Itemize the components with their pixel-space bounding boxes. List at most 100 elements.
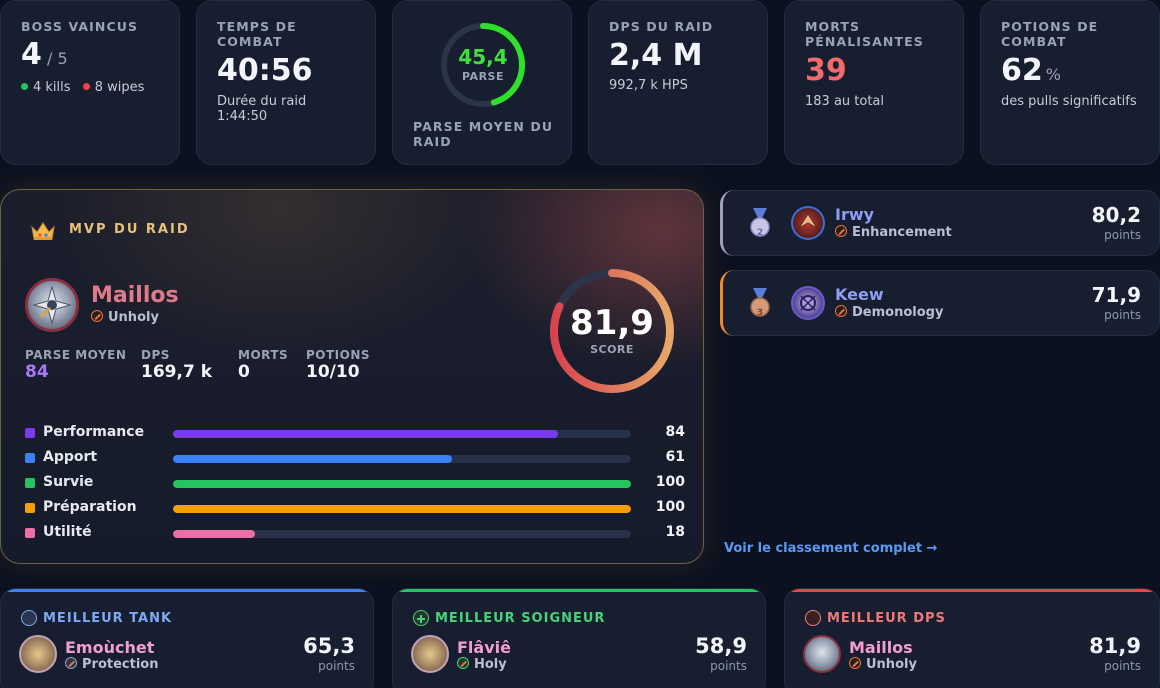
- parse-ring: [441, 23, 525, 107]
- best-dps-card[interactable]: MEILLEUR DPS Maillos Unholy 81,9 points: [784, 588, 1160, 688]
- bar-value: 18: [665, 524, 685, 540]
- metric-label: MORTS: [238, 348, 289, 362]
- unholy-spec-icon: [91, 310, 103, 322]
- metric-value: 10/10: [306, 362, 360, 382]
- card-accent: [785, 589, 1159, 592]
- bar-label: Performance: [43, 424, 145, 440]
- score-bar-row: Performance 84: [25, 423, 685, 443]
- bar-fill: [173, 505, 631, 513]
- bar-track: [173, 505, 631, 513]
- player-name: Flâviê: [457, 638, 511, 657]
- player-name: Keew: [835, 285, 884, 304]
- player-name: Maillos: [849, 638, 913, 657]
- holy-spec-icon: [457, 657, 469, 669]
- player-score: 71,9: [1091, 283, 1141, 307]
- raid-duration-label: Durée du raid: [217, 94, 307, 109]
- metric-label: PARSE MOYEN: [25, 348, 127, 362]
- bar-value: 100: [655, 499, 685, 515]
- player-score: 58,9: [695, 634, 747, 658]
- bar-track: [173, 480, 631, 488]
- penalizing-deaths: 39: [805, 53, 847, 88]
- mvp-metric: DPS 169,7 k: [141, 348, 212, 382]
- mvp-name: Maillos: [91, 283, 179, 308]
- bar-color-swatch: [25, 478, 35, 488]
- stat-label: DPS DU RAID: [609, 19, 714, 34]
- combat-time: 40:56: [217, 53, 313, 88]
- score-caption: SCORE: [590, 343, 634, 356]
- wipe-dot: [82, 83, 90, 90]
- points-label: points: [1104, 308, 1141, 322]
- player-score: 81,9: [1089, 634, 1141, 658]
- stat-label-line1: POTIONS DE: [1001, 19, 1099, 34]
- bar-value: 100: [655, 474, 685, 490]
- mvp-title: MVP DU RAID: [69, 222, 190, 237]
- player-avatar: [791, 286, 825, 320]
- metric-value: 84: [25, 362, 49, 382]
- plus-icon: [413, 610, 429, 626]
- player-score: 65,3: [303, 634, 355, 658]
- spec-icon: [835, 305, 847, 317]
- player-avatar: [19, 635, 57, 673]
- mvp-score: 81,9: [570, 303, 654, 343]
- mvp-metric: MORTS 0: [238, 348, 288, 382]
- card-accent: [1, 589, 373, 592]
- stat-label-line2: COMBAT: [1001, 34, 1067, 49]
- rank-number: 3: [756, 308, 764, 318]
- score-bar-row: Apport 61: [25, 448, 685, 468]
- best-healer-card[interactable]: MEILLEUR SOIGNEUR Flâviê Holy 58,9 point…: [392, 588, 766, 688]
- unholy-spec-icon: [849, 657, 861, 669]
- player-spec: Holy: [474, 657, 507, 672]
- card-accent: [393, 589, 765, 592]
- player-spec: Demonology: [852, 305, 944, 320]
- rank-edge: [720, 190, 734, 256]
- mvp-metric: PARSE MOYEN 84: [25, 348, 126, 382]
- best-header: MEILLEUR DPS: [827, 611, 946, 626]
- bronze-medal-icon: [750, 288, 770, 317]
- points-label: points: [1104, 659, 1141, 673]
- stat-label: BOSS VAINCUS: [21, 19, 139, 34]
- silver-medal-icon: [750, 208, 770, 237]
- stat-label-line1: TEMPS DE: [217, 19, 297, 34]
- bar-track: [173, 430, 631, 438]
- plus-glyph: [417, 615, 425, 623]
- player-avatar: [803, 635, 841, 673]
- player-avatar: [791, 206, 825, 240]
- player-spec: Unholy: [866, 657, 917, 672]
- full-ranking-link[interactable]: Voir le classement complet →: [724, 541, 938, 556]
- score-ring: [550, 269, 674, 393]
- player-spec: Enhancement: [852, 225, 952, 240]
- stat-card-boss: BOSS VAINCUS 4 / 5 4 kills 8 wipes: [0, 0, 180, 165]
- stat-card-parse: 45,4 PARSE PARSE MOYEN DU RAID: [392, 0, 572, 165]
- metric-value: 169,7 k: [141, 362, 212, 382]
- bar-color-swatch: [25, 453, 35, 463]
- boss-count: 4: [21, 37, 42, 72]
- stat-card-raid-dps: DPS DU RAID 2,4 M 992,7 k HPS: [588, 0, 768, 165]
- metric-label: DPS: [141, 348, 170, 362]
- score-bar-row: Utilité 18: [25, 523, 685, 543]
- bar-label: Survie: [43, 474, 94, 490]
- total-deaths: 183 au total: [805, 94, 885, 109]
- potion-unit: %: [1045, 65, 1061, 84]
- player-score: 80,2: [1091, 203, 1141, 227]
- ranking-row[interactable]: 2 Irwy Enhancement 80,2 points: [720, 190, 1160, 256]
- mvp-card: MVP DU RAID Maillos Unholy PARSE MOYEN 8…: [0, 189, 704, 564]
- bar-fill: [173, 480, 631, 488]
- bar-label: Utilité: [43, 524, 92, 540]
- points-label: points: [318, 659, 355, 673]
- points-label: points: [710, 659, 747, 673]
- protection-spec-icon: [65, 657, 77, 669]
- stat-label-line2: RAID: [413, 134, 452, 149]
- bar-fill: [173, 430, 558, 438]
- player-avatar: [411, 635, 449, 673]
- stat-card-combat-time: TEMPS DE COMBAT 40:56 Durée du raid 1:44…: [196, 0, 376, 165]
- ranking-row[interactable]: 3 Keew Demonology 71,9 points: [720, 270, 1160, 336]
- kills-text: 4 kills: [33, 80, 71, 95]
- stat-label-line1: MORTS: [805, 19, 861, 34]
- raid-dps: 2,4 M: [609, 38, 703, 73]
- bar-color-swatch: [25, 503, 35, 513]
- stat-label-line2: PÉNALISANTES: [805, 34, 924, 49]
- rank-edge: [720, 270, 734, 336]
- bar-value: 61: [665, 449, 685, 465]
- player-spec: Protection: [82, 657, 159, 672]
- best-tank-card[interactable]: MEILLEUR TANK Emoùchet Protection 65,3 p…: [0, 588, 374, 688]
